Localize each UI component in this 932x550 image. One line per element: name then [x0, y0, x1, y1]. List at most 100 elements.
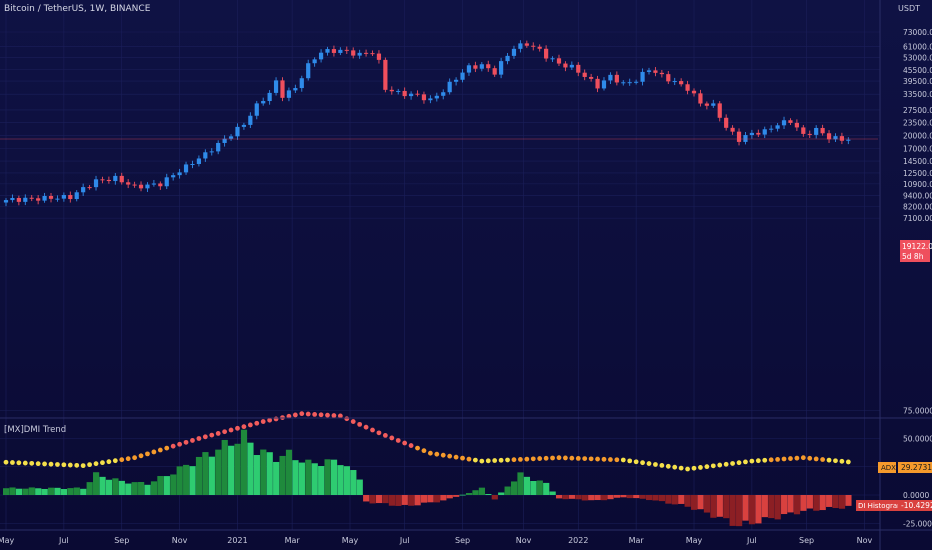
histogram-bar [761, 495, 768, 518]
histogram-bar [330, 459, 338, 495]
histogram-bar [48, 487, 55, 495]
time-tick-label: Mar [629, 536, 645, 545]
adx-dot [357, 421, 363, 427]
candle-body [794, 122, 799, 128]
adx-dot [440, 452, 446, 458]
histogram-bar [433, 495, 441, 503]
candle-body [325, 49, 330, 53]
adx-dot [755, 458, 761, 464]
adx-badge-value: 29.2731 [901, 463, 932, 472]
histogram-bar [80, 488, 87, 495]
adx-dot [800, 455, 806, 461]
histogram-bar [781, 495, 788, 515]
candle-body [312, 59, 317, 64]
candle [550, 56, 555, 62]
histogram-bar [774, 495, 781, 520]
candle [389, 86, 394, 95]
histogram-bar [806, 495, 813, 509]
adx-dot [35, 461, 41, 467]
adx-dot [601, 456, 607, 462]
candle [646, 67, 652, 75]
adx-dot [466, 456, 472, 462]
candle [711, 99, 716, 108]
candle-body [608, 74, 613, 81]
histogram-bar [292, 460, 299, 495]
candle-body [138, 184, 144, 189]
histogram-bar [414, 495, 421, 506]
histogram-bar [138, 481, 145, 495]
histogram-bar [298, 462, 305, 495]
candle-body [363, 52, 369, 54]
candle [640, 68, 645, 86]
candle-body [113, 175, 118, 182]
candle-body [421, 94, 427, 101]
histogram-bar [697, 495, 704, 510]
adx-dot [10, 460, 15, 465]
histogram-bar [234, 443, 241, 495]
candle [261, 97, 266, 106]
price-badge: 19122.00 5d 8h [900, 240, 932, 262]
histogram-bar [555, 495, 563, 499]
candle [203, 149, 208, 162]
candle [10, 194, 15, 203]
candle-body [158, 183, 163, 187]
adx-dot [222, 429, 228, 435]
adx-dot [119, 457, 125, 463]
candle-body [331, 49, 337, 53]
candle [781, 116, 787, 129]
candle-body [601, 80, 607, 89]
time-tick-label: May [686, 536, 703, 545]
histogram-bar [388, 495, 395, 506]
price-tick-label: 73000.00 [903, 28, 932, 37]
histogram-bar [401, 495, 408, 505]
histogram-bar [600, 495, 608, 501]
candle-body [29, 197, 34, 199]
candle [505, 52, 510, 65]
adx-dot [788, 456, 793, 461]
candle-body [376, 53, 382, 60]
adx-dot [595, 456, 600, 462]
histogram-bar [491, 495, 498, 500]
candle-body [408, 93, 414, 97]
symbol-title: Bitcoin / TetherUS, 1W, BINANCE [4, 4, 151, 14]
histogram-bar [93, 472, 100, 495]
time-tick-label: Mar [285, 536, 301, 545]
candle-body [659, 72, 664, 75]
candle [659, 69, 664, 78]
candle [42, 192, 47, 203]
adx-dot [543, 455, 549, 461]
adx-dot [633, 459, 639, 465]
candle [499, 57, 504, 79]
candle-body [814, 127, 819, 135]
histogram-bar [819, 495, 826, 511]
candle-body [286, 90, 292, 98]
adx-dot [717, 462, 723, 468]
candle-body [717, 103, 722, 118]
histogram-bar [202, 452, 209, 495]
candle [756, 129, 761, 138]
price-tick-label: 27500.00 [903, 106, 932, 115]
price-tick-label: 23500.00 [903, 119, 932, 128]
candle-body [833, 136, 838, 140]
candle [222, 135, 227, 147]
candle [807, 130, 812, 138]
candle-body [711, 103, 716, 106]
adx-dot [209, 432, 215, 438]
histogram-bar [420, 495, 428, 503]
candle-body [807, 133, 812, 135]
candle [441, 89, 446, 100]
adx-dot [177, 441, 183, 447]
adx-dot [228, 427, 234, 433]
adx-dot [247, 422, 253, 428]
candle-body [595, 78, 600, 89]
adx-dot [286, 413, 292, 419]
candle-body [666, 74, 671, 82]
candle [421, 91, 427, 104]
candle [293, 84, 298, 94]
histogram-bar [498, 492, 505, 495]
candle [833, 133, 838, 142]
currency-label: USDT [898, 4, 920, 13]
histogram-bar [665, 495, 672, 504]
adx-dot [775, 457, 780, 462]
